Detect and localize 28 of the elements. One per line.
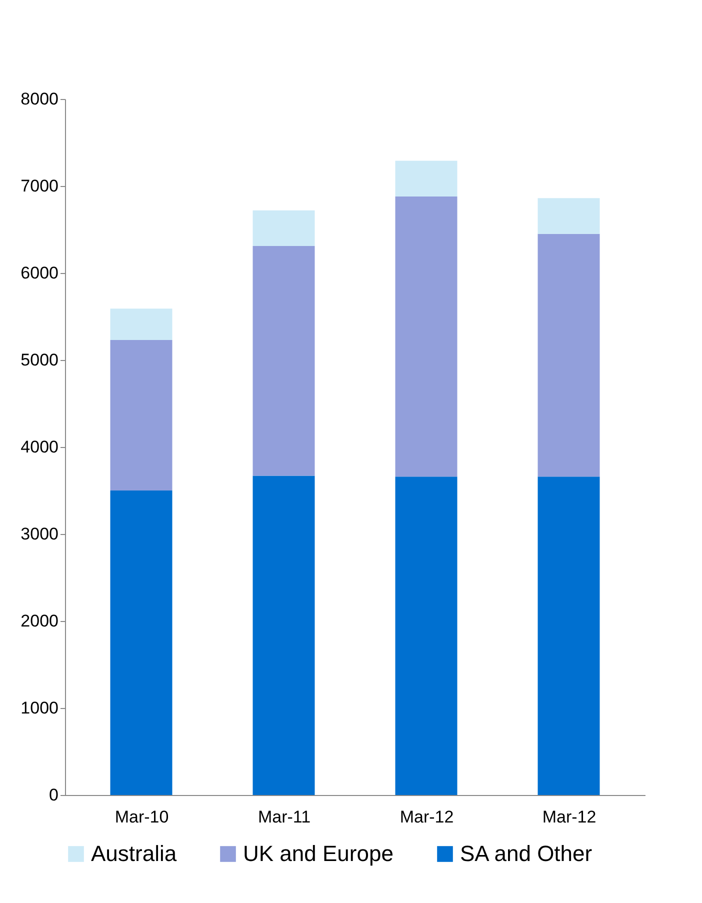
legend-label: SA and Other (460, 841, 592, 866)
y-tick-label: 1000 (20, 698, 58, 718)
x-tick-label: Mar-10 (114, 808, 169, 826)
bar (395, 476, 458, 795)
x-tick-label: Mar-12 (542, 808, 596, 826)
bar (538, 476, 600, 795)
legend-label: UK and Europe (243, 841, 394, 866)
y-tick-label: 6000 (20, 264, 58, 282)
bar (110, 308, 172, 340)
y-tick-label: 8000 (20, 90, 58, 108)
y-tick-label: 3000 (20, 524, 58, 544)
bar (538, 198, 600, 234)
bar (252, 476, 315, 795)
y-tick-label: 2000 (20, 612, 58, 630)
x-tick-label: Mar-12 (400, 808, 454, 826)
y-tick-label: 7000 (20, 176, 58, 196)
y-tick-label: 0 (49, 786, 58, 804)
bar (538, 234, 600, 477)
bar (110, 340, 172, 490)
y-tick-label: 4000 (20, 438, 58, 456)
bar (252, 210, 315, 246)
x-tick-label: Mar-11 (258, 808, 311, 826)
y-tick-label: 5000 (20, 350, 58, 370)
bar (395, 160, 458, 196)
legend-label: Australia (91, 841, 178, 866)
bar (395, 196, 458, 477)
bar (252, 246, 315, 476)
bar (110, 490, 172, 795)
